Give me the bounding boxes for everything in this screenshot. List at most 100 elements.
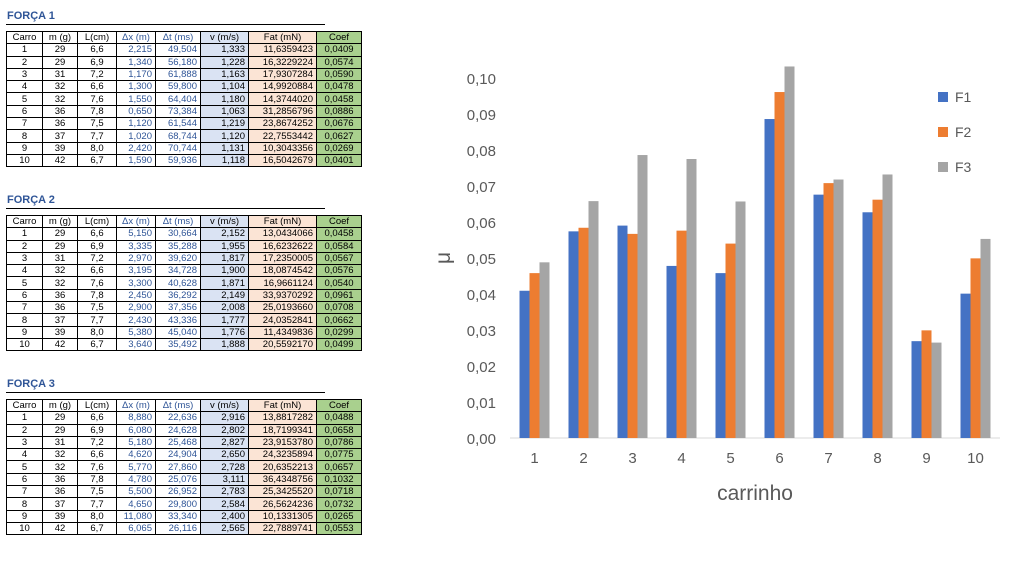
cell-dx: 4,780	[116, 472, 156, 487]
cell-carro: 2	[6, 423, 43, 437]
cell-coef: 0,0732	[316, 497, 362, 511]
y-tick-label: 0,05	[467, 251, 496, 268]
cell-dx: 3,640	[116, 337, 156, 352]
cell-fat: 10,1331305	[248, 509, 317, 523]
bar-f3	[784, 66, 795, 439]
cell-coef: 0,0488	[316, 411, 362, 425]
cell-carro: 5	[6, 460, 43, 474]
cell-dx: 5,770	[116, 460, 156, 474]
table-row: 5 32 7,6 3,300 40,628 1,871 16,9661124 0,0540	[6, 276, 362, 290]
cell-carro: 1	[6, 43, 43, 57]
cell-coef: 0,0576	[316, 264, 362, 278]
cell-mass: 36	[42, 301, 78, 315]
cell-mass: 42	[42, 337, 78, 352]
x-tick-label: 7	[824, 450, 832, 467]
cell-carro: 4	[6, 264, 43, 278]
cell-coef: 0,0401	[316, 153, 362, 168]
table-row: 4 32 6,6 3,195 34,728 1,900 18,0874542 0,0576	[6, 264, 362, 278]
legend-swatch-f1	[938, 92, 948, 102]
cell-coef: 0,0540	[316, 276, 362, 290]
cell-fat: 22,7553442	[248, 129, 317, 143]
table-row: 7 36 7,5 1,120 61,544 1,219 23,8674252 0,0676	[6, 117, 362, 131]
cell-mass: 29	[42, 43, 78, 57]
cell-coef: 0,0265	[316, 509, 362, 523]
cell-dt: 27,860	[155, 460, 201, 474]
cell-carro: 5	[6, 276, 43, 290]
table-row: 8 37 7,7 4,650 29,800 2,584 26,5624236 0,0732	[6, 497, 362, 511]
cell-dt: 24,628	[155, 423, 201, 437]
column-header-fat: Fat (mN)	[248, 30, 317, 45]
cell-dt: 49,504	[155, 43, 201, 57]
table-row: 3 31 7,2 5,180 25,468 2,827 23,9153780 0,0786	[6, 435, 362, 450]
column-header-carro: Carro	[6, 30, 43, 45]
cell-mass: 36	[42, 117, 78, 131]
cell-length: 7,6	[77, 460, 117, 474]
column-header-length: L(cm)	[77, 398, 117, 413]
cell-mass: 32	[42, 448, 78, 462]
table-row: 8 37 7,7 2,430 43,336 1,777 24,0352841 0,0662	[6, 313, 362, 327]
cell-length: 8,0	[77, 325, 117, 339]
cell-fat: 13,0434066	[248, 227, 317, 241]
table-row: 9 39 8,0 2,420 70,744 1,131 10,3043356 0,0269	[6, 141, 362, 155]
cell-velocity: 2,728	[200, 460, 249, 474]
table-row: 6 36 7,8 0,650 73,384 1,063 31,2856796 0,0886	[6, 104, 362, 119]
cell-velocity: 2,783	[200, 485, 249, 499]
table-row: 2 29 6,9 1,340 56,180 1,228 16,3229224 0,0574	[6, 55, 362, 69]
cell-coef: 0,0775	[316, 448, 362, 462]
table-title: FORÇA 2	[6, 192, 325, 209]
cell-carro: 6	[6, 472, 43, 487]
column-header-dt: Δt (ms)	[155, 30, 201, 45]
cell-dt: 68,744	[155, 129, 201, 143]
cell-coef: 0,0662	[316, 313, 362, 327]
cell-length: 6,6	[77, 43, 117, 57]
bar-f2	[921, 330, 932, 438]
cell-length: 7,8	[77, 472, 117, 487]
cell-dx: 3,335	[116, 239, 156, 253]
cell-fat: 22,7889741	[248, 521, 317, 536]
cell-dt: 22,636	[155, 411, 201, 425]
cell-dt: 70,744	[155, 141, 201, 155]
cell-fat: 24,3235894	[248, 448, 317, 462]
cell-velocity: 2,584	[200, 497, 249, 511]
cell-carro: 7	[6, 301, 43, 315]
cell-velocity: 1,900	[200, 264, 249, 278]
column-header-carro: Carro	[6, 398, 43, 413]
cell-coef: 0,0657	[316, 460, 362, 474]
y-tick-label: 0,07	[467, 179, 496, 196]
y-tick-label: 0,08	[467, 143, 496, 160]
cell-carro: 9	[6, 325, 43, 339]
bar-f3	[588, 201, 599, 438]
legend-swatch-f2	[938, 127, 948, 137]
x-tick-label: 1	[530, 450, 538, 467]
cell-length: 7,6	[77, 276, 117, 290]
cell-velocity: 1,163	[200, 67, 249, 82]
cell-mass: 29	[42, 411, 78, 425]
bar-f3	[539, 262, 550, 438]
cell-fat: 25,0193660	[248, 301, 317, 315]
cell-dt: 64,404	[155, 92, 201, 106]
cell-length: 6,9	[77, 239, 117, 253]
cell-fat: 36,4348756	[248, 472, 317, 487]
y-tick-label: 0,09	[467, 107, 496, 124]
bar-f3	[686, 159, 697, 438]
cell-mass: 39	[42, 325, 78, 339]
cell-dx: 1,170	[116, 67, 156, 82]
cell-fat: 14,3744020	[248, 92, 317, 106]
cell-carro: 3	[6, 435, 43, 450]
cell-length: 6,6	[77, 264, 117, 278]
bar-f2	[627, 233, 638, 438]
cell-dt: 24,904	[155, 448, 201, 462]
column-header-coef: Coef	[316, 398, 362, 413]
cell-mass: 42	[42, 153, 78, 168]
cell-coef: 0,0786	[316, 435, 362, 450]
bar-f1	[813, 194, 824, 438]
cell-velocity: 2,008	[200, 301, 249, 315]
cell-fat: 23,8674252	[248, 117, 317, 131]
table-row: 6 36 7,8 2,450 36,292 2,149 33,9370292 0,0961	[6, 288, 362, 303]
cell-dx: 8,880	[116, 411, 156, 425]
cell-dt: 30,664	[155, 227, 201, 241]
cell-fat: 26,5624236	[248, 497, 317, 511]
cell-velocity: 1,871	[200, 276, 249, 290]
cell-dt: 59,800	[155, 80, 201, 94]
cell-dx: 5,180	[116, 435, 156, 450]
